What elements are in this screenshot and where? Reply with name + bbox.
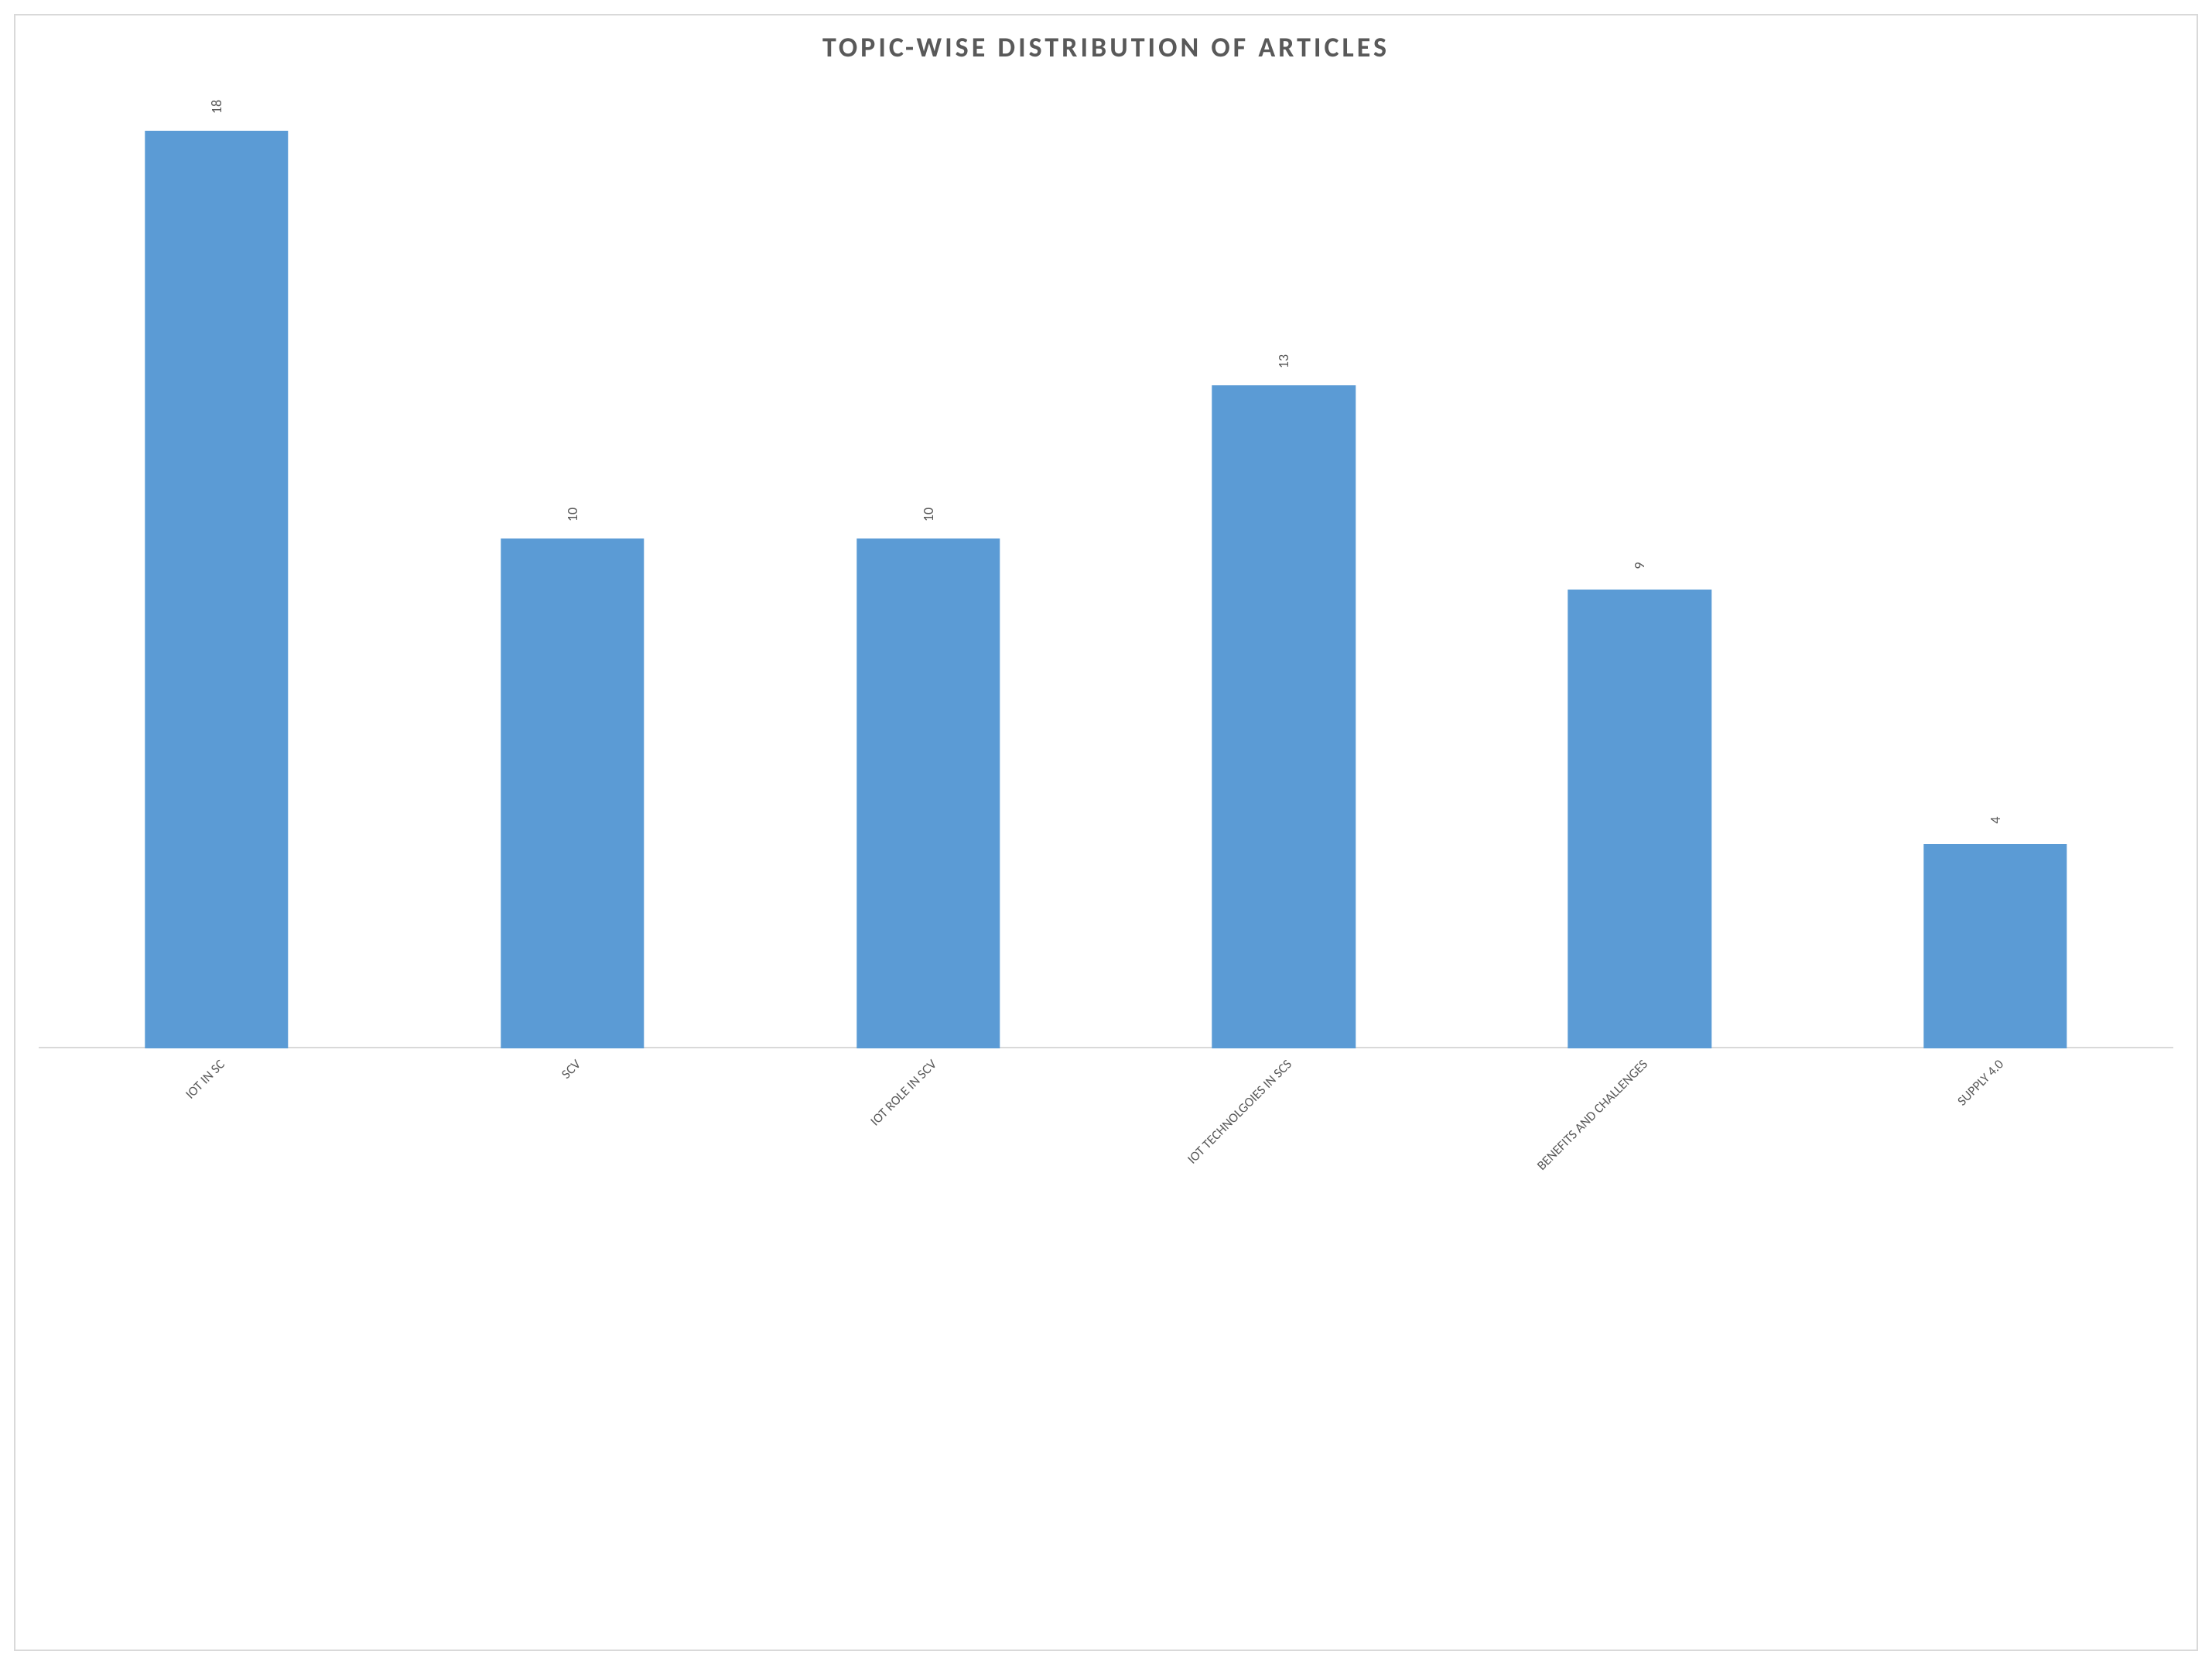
bar-data-label: 4: [1987, 817, 2004, 824]
bar-data-label: 10: [564, 508, 581, 521]
bar-slot: 10: [423, 80, 722, 1048]
x-axis-labels: IOT IN SC SCV IOT ROLE IN SCV IOT TECHNOLGO…: [39, 1048, 2173, 1056]
bar: [1923, 844, 2067, 1048]
chart-title: TOPIC-WISE DISTRIBUTION OF ARTICLES: [15, 15, 2197, 72]
bar-slot: 10: [778, 80, 1077, 1048]
x-axis-label: BENEFITS AND CHALLENGES: [1533, 1056, 1651, 1174]
plot-area: 1810101394 IOT IN SCSCVIOT ROLE IN SCVIO…: [39, 80, 2173, 1642]
bar-slot: 18: [67, 80, 366, 1048]
bar: [1212, 385, 1356, 1048]
bar: [501, 538, 644, 1048]
bar: [856, 538, 1000, 1048]
bar-data-label: 9: [1631, 562, 1648, 569]
x-axis-label-slot: IOT TECHNOLGOIES IN SCS: [1134, 1048, 1433, 1056]
chart-outer-frame: TOPIC-WISE DISTRIBUTION OF ARTICLES 18 10…: [0, 0, 2212, 1665]
x-axis-label: SCV: [558, 1056, 584, 1082]
bar-slot: 13: [1134, 80, 1433, 1048]
bars-layer: 18 10 10 13 9 4: [39, 80, 2173, 1048]
bar-slot: 9: [1490, 80, 1789, 1048]
bar: [1568, 590, 1711, 1048]
bar: [145, 131, 288, 1048]
x-axis-label-slot: IOT ROLE IN SCV: [778, 1048, 1077, 1056]
bar-data-label: 13: [1275, 354, 1292, 368]
x-axis-label-slot: BENEFITS AND CHALLENGES: [1490, 1048, 1789, 1056]
chart-inner-frame: TOPIC-WISE DISTRIBUTION OF ARTICLES 18 10…: [14, 14, 2198, 1651]
x-axis-label: IOT IN SC: [182, 1056, 228, 1103]
bar-slot: 4: [1846, 80, 2145, 1048]
bar-data-label: 10: [920, 508, 937, 521]
x-axis-label: SUPPLY 4.0: [1954, 1056, 2007, 1109]
x-axis-label: IOT ROLE IN SCV: [867, 1056, 939, 1129]
x-axis-label-slot: IOT IN SC: [67, 1048, 366, 1056]
bar-data-label: 18: [208, 100, 225, 114]
x-axis-label-slot: SUPPLY 4.0: [1846, 1048, 2145, 1056]
x-axis-label-slot: SCV: [423, 1048, 722, 1056]
x-axis-label: IOT TECHNOLGOIES IN SCS: [1185, 1056, 1296, 1168]
